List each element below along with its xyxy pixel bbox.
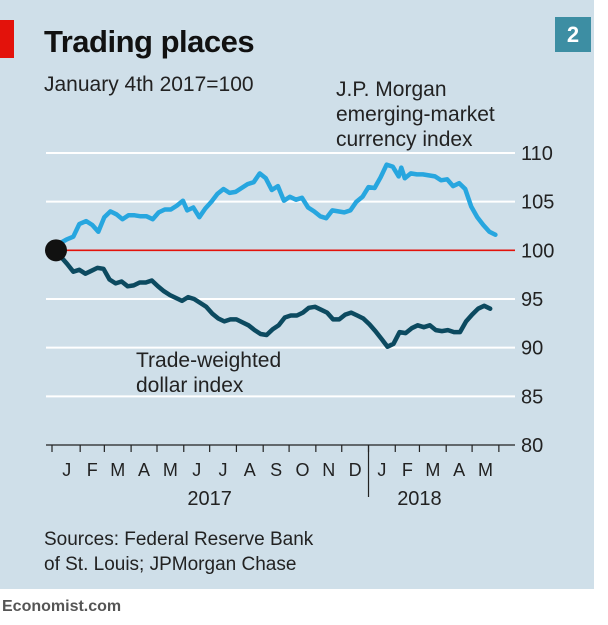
month-tick-label: M: [478, 460, 493, 480]
y-tick-label: 100: [521, 240, 554, 262]
year-label: 2018: [397, 488, 442, 510]
y-tick-label: 95: [521, 289, 543, 311]
year-label: 2017: [187, 488, 232, 510]
start-marker-dot: [45, 239, 67, 262]
em-currency-series-label: emerging-market: [336, 103, 495, 126]
month-tick-label: O: [295, 460, 309, 480]
chart-number-badge: 2: [555, 17, 591, 52]
month-tick-label: J: [62, 460, 71, 480]
chart-panel: [0, 0, 594, 589]
y-tick-label: 85: [521, 386, 543, 408]
y-tick-label: 80: [521, 435, 543, 457]
chart-subtitle: January 4th 2017=100: [44, 73, 254, 96]
month-tick-label: A: [138, 460, 150, 480]
dollar-index-series-line: [53, 248, 493, 349]
month-tick-label: M: [163, 460, 178, 480]
month-tick-label: D: [349, 460, 362, 480]
month-tick-label: S: [270, 460, 282, 480]
em-currency-series-line: [53, 162, 498, 253]
y-tick-label: 90: [521, 338, 543, 360]
month-tick-label: F: [87, 460, 98, 480]
dollar-index-series-label: dollar index: [136, 374, 244, 397]
chart-title: Trading places: [44, 24, 255, 59]
month-tick-label: J: [377, 460, 386, 480]
footer-credit: Economist.com: [2, 598, 122, 615]
red-tab: [0, 20, 14, 58]
em-currency-series-label: currency index: [336, 128, 473, 151]
source-line-2: of St. Louis; JPMorgan Chase: [44, 554, 297, 575]
y-tick-label: 105: [521, 192, 554, 214]
month-tick-label: J: [192, 460, 201, 480]
month-tick-label: N: [322, 460, 335, 480]
em-currency-series-label: J.P. Morgan: [336, 78, 447, 101]
source-line-1: Sources: Federal Reserve Bank: [44, 529, 314, 550]
month-tick-label: F: [402, 460, 413, 480]
y-tick-label: 110: [521, 143, 553, 165]
month-tick-label: A: [453, 460, 465, 480]
month-tick-label: M: [110, 460, 125, 480]
month-tick-label: A: [244, 460, 256, 480]
month-tick-label: J: [219, 460, 228, 480]
month-tick-label: M: [425, 460, 440, 480]
dollar-index-series-label: Trade-weighted: [136, 349, 281, 372]
source-note: Sources: Federal Reserve Bank of St. Lou…: [44, 527, 364, 577]
